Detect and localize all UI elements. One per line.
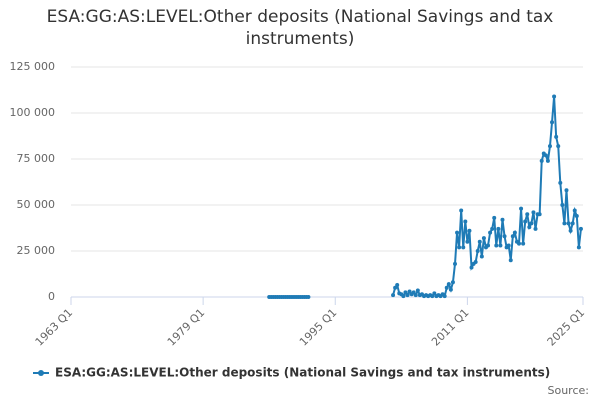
point xyxy=(550,120,555,125)
point xyxy=(554,134,559,139)
point xyxy=(539,158,544,163)
point xyxy=(393,285,398,290)
point xyxy=(574,214,579,219)
point xyxy=(519,206,524,211)
point xyxy=(496,226,501,231)
point xyxy=(521,241,526,246)
point xyxy=(450,280,455,285)
point xyxy=(545,158,550,163)
point xyxy=(572,208,577,213)
point xyxy=(562,221,567,226)
point xyxy=(479,254,484,259)
point xyxy=(568,228,573,233)
y-tick-label: 125 000 xyxy=(10,60,56,73)
point xyxy=(486,243,491,248)
point xyxy=(413,293,418,298)
point xyxy=(547,144,552,149)
point xyxy=(517,241,521,246)
point xyxy=(512,230,517,235)
point xyxy=(463,219,468,224)
point xyxy=(453,261,457,266)
point xyxy=(448,287,453,292)
point xyxy=(506,243,511,248)
point xyxy=(531,210,536,215)
point xyxy=(560,203,565,207)
point xyxy=(543,153,548,158)
point xyxy=(405,293,410,298)
point xyxy=(576,245,581,250)
y-tick-label: 100 000 xyxy=(10,106,56,119)
point xyxy=(578,226,583,231)
y-tick-label: 25 000 xyxy=(17,244,56,257)
point xyxy=(481,236,486,241)
point xyxy=(490,226,495,231)
x-tick-label: 1995 Q1 xyxy=(297,306,340,349)
x-tick-label: 2025 Q1 xyxy=(545,306,588,349)
point xyxy=(459,208,464,213)
point xyxy=(556,144,561,149)
point xyxy=(391,293,396,298)
point xyxy=(552,94,557,99)
point xyxy=(533,226,538,231)
point xyxy=(529,221,534,226)
point xyxy=(502,234,507,239)
point xyxy=(498,243,503,248)
point xyxy=(403,290,408,295)
point xyxy=(444,285,449,290)
y-tick-label: 75 000 xyxy=(17,152,56,165)
point xyxy=(558,180,563,185)
point xyxy=(446,282,451,287)
point xyxy=(523,219,528,224)
point xyxy=(475,249,480,253)
point xyxy=(465,239,470,244)
point xyxy=(401,294,406,299)
chart-title: ESA:GG:AS:LEVEL:Other deposits (National… xyxy=(46,7,554,49)
y-tick-label: 0 xyxy=(48,290,55,303)
point xyxy=(500,217,505,222)
point xyxy=(457,245,462,250)
legend-label: ESA:GG:AS:LEVEL:Other deposits (National… xyxy=(55,366,550,380)
x-tick-label: 1979 Q1 xyxy=(165,306,208,349)
point xyxy=(570,221,575,226)
point xyxy=(510,234,515,239)
source: Source: xyxy=(548,384,590,397)
point xyxy=(525,212,530,217)
point xyxy=(566,221,571,226)
x-tick-label: 2011 Q1 xyxy=(429,306,472,349)
point xyxy=(473,260,478,265)
point xyxy=(477,239,482,244)
line xyxy=(269,96,582,298)
point xyxy=(537,212,542,217)
point xyxy=(306,295,311,299)
point xyxy=(430,294,435,299)
point xyxy=(494,243,499,248)
point xyxy=(492,215,497,220)
point xyxy=(432,291,437,296)
point xyxy=(442,294,447,299)
point xyxy=(467,228,472,233)
point xyxy=(488,230,493,235)
point xyxy=(455,230,460,235)
point xyxy=(411,290,416,295)
point xyxy=(508,258,513,263)
point xyxy=(469,265,474,270)
x-tick-label: 1963 Q1 xyxy=(33,306,76,349)
point xyxy=(527,225,532,230)
point xyxy=(415,288,420,293)
point xyxy=(407,289,412,294)
point xyxy=(395,283,400,288)
y-tick-label: 50 000 xyxy=(17,198,56,211)
legend-marker xyxy=(38,370,44,376)
point xyxy=(461,245,466,250)
point xyxy=(564,188,569,193)
